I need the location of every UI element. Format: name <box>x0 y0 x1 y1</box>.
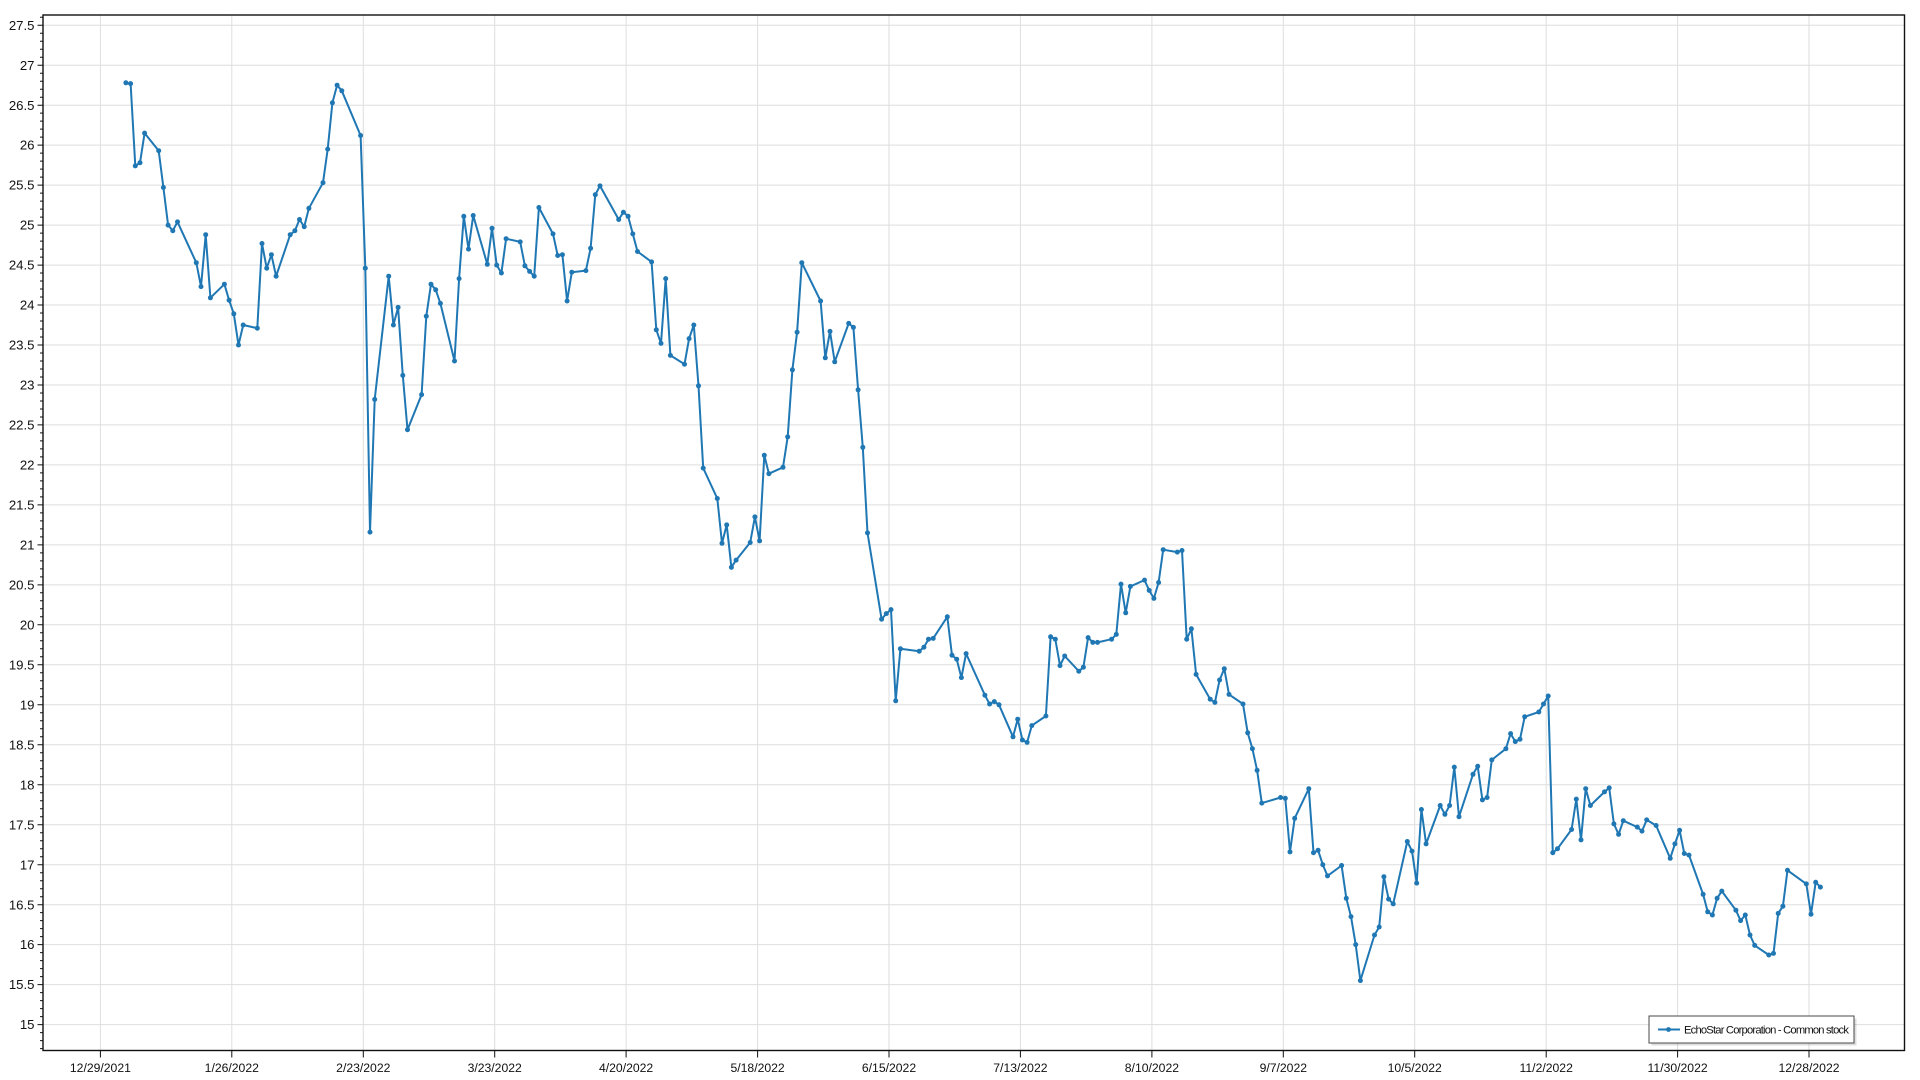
svg-text:5/18/2022: 5/18/2022 <box>730 1061 784 1075</box>
svg-text:24: 24 <box>20 298 35 313</box>
svg-text:1/26/2022: 1/26/2022 <box>205 1061 259 1075</box>
svg-text:22.5: 22.5 <box>9 418 35 433</box>
svg-text:16.5: 16.5 <box>9 897 35 912</box>
svg-text:22: 22 <box>20 458 35 473</box>
svg-text:24.5: 24.5 <box>9 258 35 273</box>
svg-text:26: 26 <box>20 138 35 153</box>
svg-text:23.5: 23.5 <box>9 338 35 353</box>
svg-text:26.5: 26.5 <box>9 98 35 113</box>
svg-text:9/7/2022: 9/7/2022 <box>1260 1061 1308 1075</box>
svg-text:11/30/2022: 11/30/2022 <box>1648 1061 1708 1075</box>
svg-text:15.5: 15.5 <box>9 977 35 992</box>
svg-text:15: 15 <box>20 1017 35 1032</box>
svg-text:17.5: 17.5 <box>9 817 35 832</box>
svg-text:11/2/2022: 11/2/2022 <box>1520 1061 1574 1075</box>
svg-text:8/10/2022: 8/10/2022 <box>1125 1061 1179 1075</box>
svg-text:18: 18 <box>20 777 35 792</box>
svg-text:19: 19 <box>20 697 35 712</box>
svg-text:EchoStar Corporation - Common: EchoStar Corporation - Common stock <box>1684 1025 1849 1037</box>
svg-text:25: 25 <box>20 218 35 233</box>
svg-text:17: 17 <box>20 857 35 872</box>
svg-text:2/23/2022: 2/23/2022 <box>336 1061 390 1075</box>
svg-text:21.5: 21.5 <box>9 498 35 513</box>
svg-text:10/5/2022: 10/5/2022 <box>1388 1061 1442 1075</box>
svg-text:27: 27 <box>20 58 35 73</box>
svg-text:18.5: 18.5 <box>9 737 35 752</box>
svg-text:12/29/2021: 12/29/2021 <box>70 1061 131 1075</box>
svg-text:7/13/2022: 7/13/2022 <box>993 1061 1047 1075</box>
svg-text:23: 23 <box>20 378 35 393</box>
svg-text:20: 20 <box>20 617 35 632</box>
svg-text:3/23/2022: 3/23/2022 <box>468 1061 522 1075</box>
svg-text:19.5: 19.5 <box>9 657 35 672</box>
svg-text:21: 21 <box>20 538 35 553</box>
svg-text:6/15/2022: 6/15/2022 <box>862 1061 916 1075</box>
svg-text:27.5: 27.5 <box>9 18 35 33</box>
svg-text:12/28/2022: 12/28/2022 <box>1779 1061 1840 1075</box>
svg-text:16: 16 <box>20 937 35 952</box>
svg-text:25.5: 25.5 <box>9 178 35 193</box>
svg-text:20.5: 20.5 <box>9 578 35 593</box>
svg-text:4/20/2022: 4/20/2022 <box>599 1061 653 1075</box>
